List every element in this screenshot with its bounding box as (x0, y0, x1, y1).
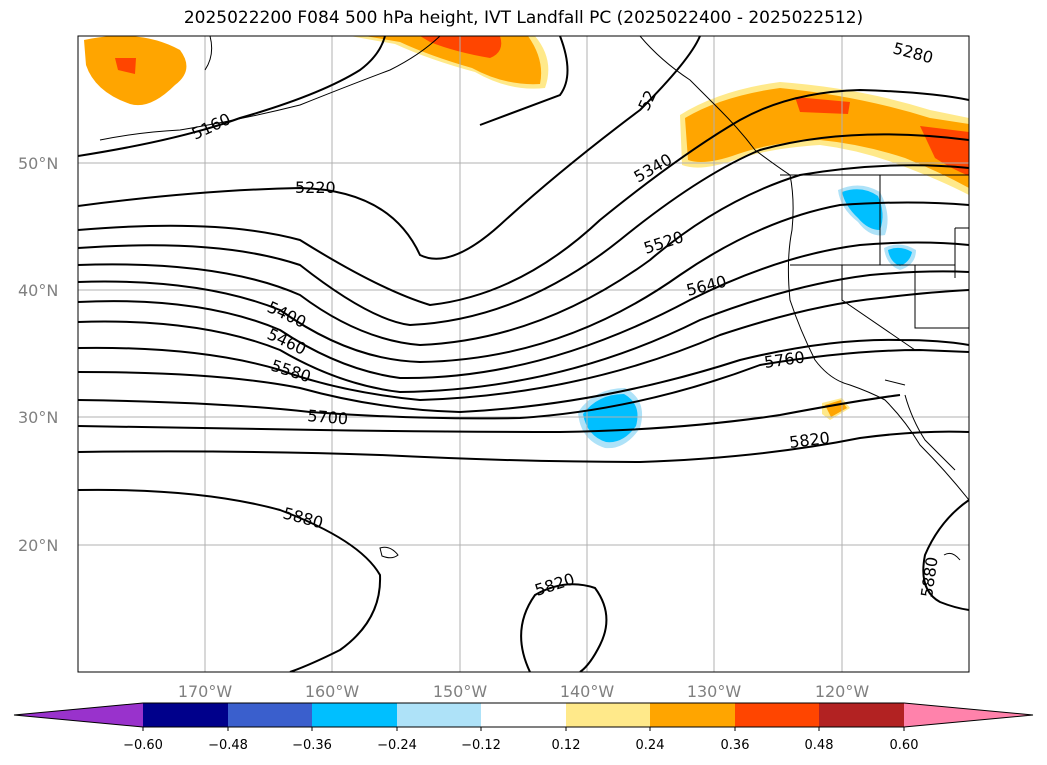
colorbar-tick-label: −0.60 (123, 738, 163, 753)
map-title: 2025022200 F084 500 hPa height, IVT Land… (183, 8, 864, 28)
height-contours (78, 36, 969, 672)
contour-line (78, 36, 701, 260)
colorbar-tick-label: 0.48 (805, 738, 834, 753)
ivt-negative-region (888, 247, 912, 266)
contour-line (78, 338, 969, 414)
lat-label: 50°N (18, 154, 58, 173)
colorbar-tick-label: 0.60 (890, 738, 919, 753)
lon-label: 140°W (560, 682, 615, 701)
colorbar-tick-label: 0.24 (636, 738, 665, 753)
ivt-positive-core (420, 36, 502, 58)
ivt-positive-core (795, 97, 850, 114)
lon-label: 130°W (687, 682, 742, 701)
longitude-labels: 170°W 160°W 150°W 140°W 130°W 120°W (178, 682, 870, 701)
colorbar-tick-label: −0.24 (377, 738, 417, 753)
contour-line (78, 241, 969, 380)
colorbar-segment (312, 703, 397, 727)
contour-line (78, 394, 901, 434)
lon-label: 170°W (178, 682, 233, 701)
latitude-labels: 50°N 40°N 30°N 20°N (18, 154, 58, 555)
coastlines (99, 36, 969, 561)
colorbar-tick-label: 0.12 (552, 738, 581, 753)
colorbar-tick-label: −0.12 (461, 738, 501, 753)
colorbar: −0.60 −0.48 −0.36 −0.24 −0.12 0.12 0.24 … (13, 702, 1034, 753)
lon-label: 160°W (305, 682, 360, 701)
lon-label: 120°W (815, 682, 870, 701)
colorbar-segment (481, 703, 566, 727)
contour-line (922, 499, 969, 611)
colorbar-ticks (142, 727, 905, 731)
colorbar-segment (397, 703, 481, 727)
contour-line (520, 583, 608, 672)
colorbar-segment (143, 703, 228, 727)
contour-label: 5700 (307, 406, 349, 428)
contour-line (78, 201, 969, 364)
colorbar-tick-label: −0.36 (292, 738, 332, 753)
colorbar-segment (650, 703, 735, 727)
ivt-negative-region (842, 189, 883, 230)
lat-label: 20°N (18, 536, 58, 555)
contour-line (479, 36, 569, 126)
contour-line (78, 430, 969, 464)
colorbar-extend-low (14, 703, 143, 727)
contour-line (78, 36, 386, 157)
contour-line (78, 348, 969, 420)
colorbar-tick-label: −0.48 (208, 738, 248, 753)
colorbar-tick-labels: −0.60 −0.48 −0.36 −0.24 −0.12 0.12 0.24 … (123, 738, 918, 753)
plot-frame (77, 35, 970, 673)
lon-label: 150°W (433, 682, 488, 701)
contour-label: 5820 (788, 428, 831, 452)
contour-line (78, 88, 969, 307)
contour-line (78, 488, 382, 672)
contour-line (78, 270, 969, 394)
contour-line (78, 289, 969, 402)
contour-label: 5220 (295, 178, 336, 197)
colorbar-extend-high (904, 703, 1033, 727)
colorbar-segment (819, 703, 904, 727)
ivt-positive-core (115, 58, 136, 74)
contour-line (78, 133, 969, 327)
colorbar-tick-label: 0.36 (721, 738, 750, 753)
lat-label: 30°N (18, 408, 58, 427)
colorbar-segment (228, 703, 312, 727)
contour-line (78, 164, 969, 347)
lat-label: 40°N (18, 281, 58, 300)
colorbar-segment (735, 703, 819, 727)
colorbar-segment (566, 703, 650, 727)
